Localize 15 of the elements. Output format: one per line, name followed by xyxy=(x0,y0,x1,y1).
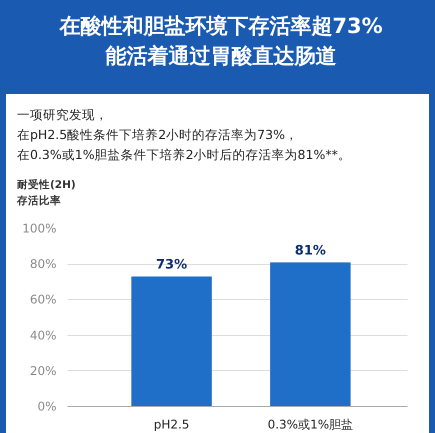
y-tick-label: 100% xyxy=(22,222,57,236)
y-tick-label: 0% xyxy=(37,400,57,414)
y-tick-label: 80% xyxy=(30,257,56,272)
y-tick-label: 60% xyxy=(30,292,56,307)
y-tick-label: 40% xyxy=(30,328,56,342)
text: 在0.3%或1%胆盐条件下培养2小时后的存活率为81%**。 xyxy=(17,147,351,162)
text: 一项研究发现， xyxy=(17,107,108,122)
data-label: 81% xyxy=(294,243,326,258)
y-tick-label: 20% xyxy=(30,364,56,378)
x-tick-label: pH2.5 xyxy=(154,418,190,432)
y-axis-title: 耐受性(2H) 存活比率 xyxy=(17,178,76,209)
chart-title: 在酸性和胆盐环境下存活率超73% 能活着通过胃酸直达肠道 xyxy=(59,13,383,70)
text: 在pH2.5酸性条件下培养2小时的存活率为73%， xyxy=(17,127,298,142)
x-tick-label: 0.3%或1%胆盐 xyxy=(268,418,354,432)
data-label: 73% xyxy=(156,258,188,273)
